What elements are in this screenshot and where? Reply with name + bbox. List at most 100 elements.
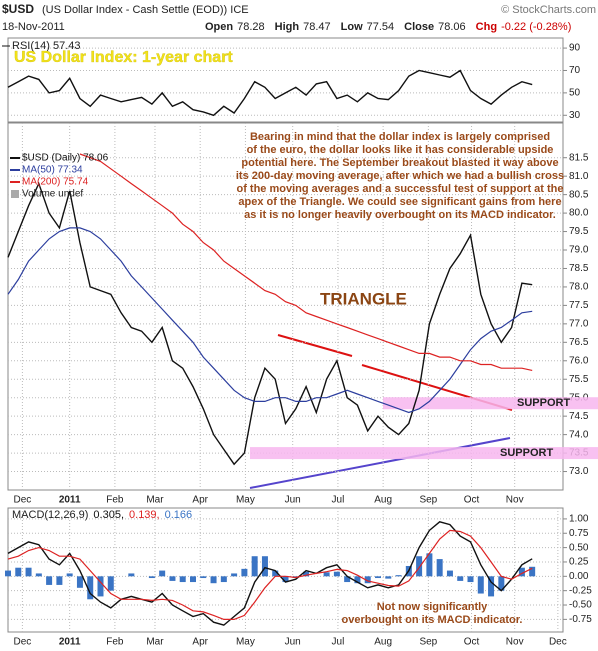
x-tick-label: Nov [506, 495, 524, 506]
histogram-bar [87, 576, 94, 600]
y-tick-label: 70 [569, 65, 581, 76]
y-tick-label: 75.5 [569, 374, 589, 385]
histogram-bar [169, 576, 176, 581]
legend-entry: MA(200) 75.74 [22, 177, 89, 188]
y-tick-label: -0.75 [569, 614, 592, 625]
histogram-bar [66, 573, 73, 577]
triangle-lower [249, 437, 511, 489]
annotation: Bearing in mind that the dollar index is… [250, 131, 550, 143]
y-tick-label: 78.0 [569, 282, 589, 293]
histogram-bar [200, 576, 207, 579]
support-label: SUPPORT [500, 447, 553, 459]
panel: 1.00 0.75 0.50 0.25 0.00 -0.25 -0.50 -0.75 Dec 20… [5, 507, 592, 648]
legend-entry: 0.166 [165, 509, 193, 521]
x-tick-label: Jun [285, 495, 301, 506]
series-line [7, 227, 533, 414]
quote-label: Low [341, 21, 363, 33]
quote-label: Open [205, 21, 233, 33]
y-tick-label: 50 [569, 88, 581, 99]
x-tick-label: Feb [106, 495, 124, 506]
quote-label: Chg [476, 21, 497, 33]
histogram-bar [220, 576, 227, 583]
histogram-bar [375, 576, 381, 579]
y-tick-label: 78.5 [569, 263, 589, 274]
histogram-bar [303, 571, 310, 577]
quote-value: -0.22 (-0.28%) [501, 21, 571, 33]
y-tick-label: 76.0 [569, 355, 589, 366]
trendlines [249, 334, 513, 489]
histogram-bar [395, 575, 402, 577]
legend-entry: MA(50) 77.34 [22, 165, 83, 176]
histogram-bar [426, 553, 433, 577]
y-tick-label: 77.0 [569, 318, 589, 329]
y-tick-label: 74.0 [569, 429, 589, 440]
y-tick-label: 1.00 [569, 514, 589, 525]
x-tick-label: Aug [374, 637, 392, 648]
y-tick-label: 80.5 [569, 189, 589, 200]
x-tick-label: Dec [13, 495, 31, 506]
histogram-bar [467, 576, 474, 583]
y-tick-label: 81.5 [569, 152, 589, 163]
histogram-bar [446, 570, 453, 577]
y-tick-label: 0.75 [569, 528, 589, 539]
x-tick-label: Mar [146, 637, 164, 648]
y-tick-label: 30 [569, 110, 581, 121]
x-tick-label: Jul [332, 637, 345, 648]
panel-frame [7, 507, 564, 633]
histogram-bar [333, 571, 340, 577]
x-tick-label: Oct [464, 495, 480, 506]
y-tick-label: 79.5 [569, 226, 589, 237]
legend-entry: Volume undef [22, 189, 83, 200]
y-tick-label: 81.0 [569, 171, 589, 182]
x-tick-label: Mar [146, 495, 164, 506]
x-tick-label: Dec [13, 637, 31, 648]
x-tick-label: Jul [332, 495, 345, 506]
source: © StockCharts.com [501, 4, 596, 16]
y-tick-label: 0.00 [569, 571, 589, 582]
histogram-bar [323, 572, 330, 577]
histogram-bar [97, 576, 104, 597]
x-tick-label: 2011 [59, 495, 81, 506]
histogram-bar [282, 576, 289, 583]
x-tick-label: Apr [192, 495, 208, 506]
panel-frame [7, 122, 564, 491]
support-label: SUPPORT [517, 397, 570, 409]
x-tick-label: May [236, 495, 255, 506]
panel-frame [7, 37, 564, 123]
histogram-bar [159, 570, 166, 577]
series-line [7, 181, 533, 466]
chart-title: US Dollar Index: 1-year chart [14, 49, 233, 66]
x-tick-label: Feb [106, 637, 124, 648]
histogram-bar [210, 576, 217, 584]
subtitle: (US Dollar Index - Cash Settle (EOD)) IC… [42, 4, 249, 16]
histogram-bar [231, 573, 238, 577]
histogram-bar [518, 567, 525, 577]
series-line [7, 521, 533, 626]
legend-entry: 0.305, [93, 509, 124, 521]
quote-value: 78.06 [438, 21, 466, 33]
histogram-bar [364, 576, 371, 584]
histogram-bar [498, 576, 505, 591]
histogram-bar [56, 576, 63, 585]
histogram-bar [190, 576, 196, 583]
histogram-bar [5, 570, 11, 577]
quote-label: High [275, 21, 300, 33]
histogram-bar [148, 576, 155, 579]
annotation: of the euro, the dollar looks like it ha… [247, 144, 554, 156]
histogram-bar [46, 576, 53, 585]
y-tick-label: -0.50 [569, 600, 592, 611]
legend-entry: $USD (Daily) 78.06 [22, 153, 109, 164]
histogram-bar [15, 567, 22, 577]
y-tick-label: 0.25 [569, 557, 589, 568]
quote-value: 78.47 [303, 21, 331, 33]
annotation: potential here. The September breakout b… [241, 157, 558, 169]
histogram-bar [416, 556, 423, 577]
histogram-bar [272, 570, 279, 577]
annotation: Not now significantly [377, 601, 488, 613]
pattern-label: TRIANGLE [320, 289, 407, 308]
y-tick-label: 0.50 [569, 542, 589, 553]
y-tick-label: 77.5 [569, 300, 589, 311]
y-tick-label: 74.5 [569, 411, 589, 422]
histogram-bar [529, 566, 536, 577]
support-band [250, 447, 598, 460]
